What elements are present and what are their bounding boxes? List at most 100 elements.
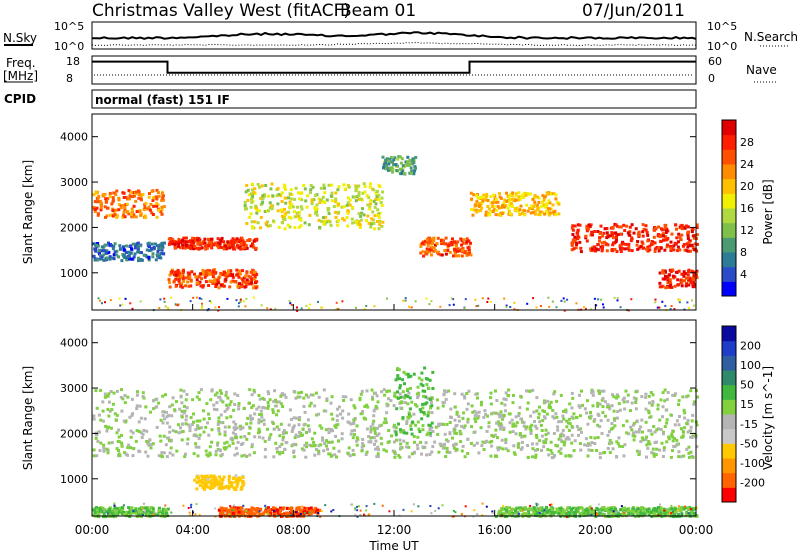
data-cell xyxy=(573,439,577,443)
data-cell xyxy=(336,423,340,427)
data-cell xyxy=(682,270,686,274)
data-cell xyxy=(628,233,632,237)
data-cell xyxy=(205,474,209,478)
data-cell xyxy=(243,285,247,289)
freq-tick-top: 18 xyxy=(66,55,80,68)
nsky-trace xyxy=(92,31,697,40)
data-cell xyxy=(164,410,168,414)
data-cell xyxy=(137,430,141,433)
data-cell xyxy=(426,377,430,381)
data-cell xyxy=(365,403,369,407)
data-cell xyxy=(149,410,152,414)
noise-cell xyxy=(402,299,405,302)
data-cell xyxy=(615,440,619,444)
data-cell xyxy=(503,511,507,515)
data-cell xyxy=(687,243,691,246)
data-cell xyxy=(365,450,369,454)
data-cell xyxy=(209,244,213,248)
data-cell xyxy=(268,436,272,440)
data-cell xyxy=(615,224,619,228)
noise-cell xyxy=(590,507,593,510)
data-cell xyxy=(675,270,678,274)
data-cell xyxy=(464,241,468,245)
data-cell xyxy=(168,285,172,289)
data-cell xyxy=(385,390,389,394)
data-cell xyxy=(562,509,566,513)
data-cell xyxy=(337,203,341,206)
noise-cell xyxy=(354,509,357,511)
noise-cell xyxy=(509,306,512,308)
data-cell xyxy=(226,240,230,244)
data-cell xyxy=(665,275,668,279)
data-cell xyxy=(92,508,96,512)
data-cell xyxy=(226,269,230,273)
data-cell xyxy=(502,201,506,205)
data-cell xyxy=(381,190,385,194)
data-cell xyxy=(557,420,561,424)
data-cell xyxy=(111,247,115,251)
noise-cell xyxy=(269,308,272,311)
noise-cell xyxy=(548,305,551,308)
freq-tick-bottom: 8 xyxy=(66,72,73,85)
data-cell xyxy=(258,185,261,189)
data-cell xyxy=(656,509,660,513)
data-cell xyxy=(347,185,351,189)
noise-cell xyxy=(623,511,626,514)
data-cell xyxy=(300,390,303,394)
data-cell xyxy=(443,432,447,436)
data-cell xyxy=(136,250,140,254)
data-cell xyxy=(134,439,138,443)
data-cell xyxy=(669,281,673,285)
data-cell xyxy=(677,455,681,459)
colorbar-swatch xyxy=(722,458,736,474)
y-tick-label: 2000 xyxy=(60,427,88,440)
data-cell xyxy=(327,431,331,435)
data-cell xyxy=(406,387,410,391)
data-cell xyxy=(258,508,262,512)
data-cell xyxy=(220,236,224,240)
data-cell xyxy=(146,442,150,446)
data-cell xyxy=(535,507,539,511)
data-cell xyxy=(420,417,424,421)
data-cell xyxy=(578,405,582,409)
data-cell xyxy=(369,440,373,444)
data-cell xyxy=(643,508,647,512)
data-cell xyxy=(179,426,182,430)
data-cell xyxy=(476,396,479,400)
data-cell xyxy=(670,232,674,236)
data-cell xyxy=(520,435,524,439)
data-cell xyxy=(575,425,579,428)
data-cell xyxy=(604,414,607,418)
data-cell xyxy=(466,246,470,250)
data-cell xyxy=(241,269,244,273)
data-cell xyxy=(619,247,623,251)
data-cell xyxy=(310,200,314,204)
data-cell xyxy=(142,253,146,257)
data-cell xyxy=(514,207,518,210)
data-cell xyxy=(130,257,134,261)
data-cell xyxy=(330,191,334,195)
data-cell xyxy=(623,247,627,251)
data-cell xyxy=(249,417,253,420)
data-cell xyxy=(598,239,601,243)
data-cell xyxy=(210,481,214,485)
data-cell xyxy=(310,198,314,202)
data-cell xyxy=(531,455,534,459)
data-cell xyxy=(208,279,212,283)
data-cell xyxy=(171,242,175,246)
data-cell xyxy=(205,246,209,250)
data-cell xyxy=(237,275,241,279)
data-cell xyxy=(97,510,101,514)
data-cell xyxy=(440,253,444,257)
data-cell xyxy=(393,156,397,160)
data-cell xyxy=(317,452,321,456)
data-cell xyxy=(217,508,221,512)
data-cell xyxy=(552,392,556,396)
data-cell xyxy=(640,418,644,422)
data-cell xyxy=(554,213,558,217)
data-cell xyxy=(167,278,171,281)
data-cell xyxy=(262,194,266,198)
data-cell xyxy=(686,273,690,277)
data-cell xyxy=(459,237,463,241)
data-cell xyxy=(223,441,227,445)
